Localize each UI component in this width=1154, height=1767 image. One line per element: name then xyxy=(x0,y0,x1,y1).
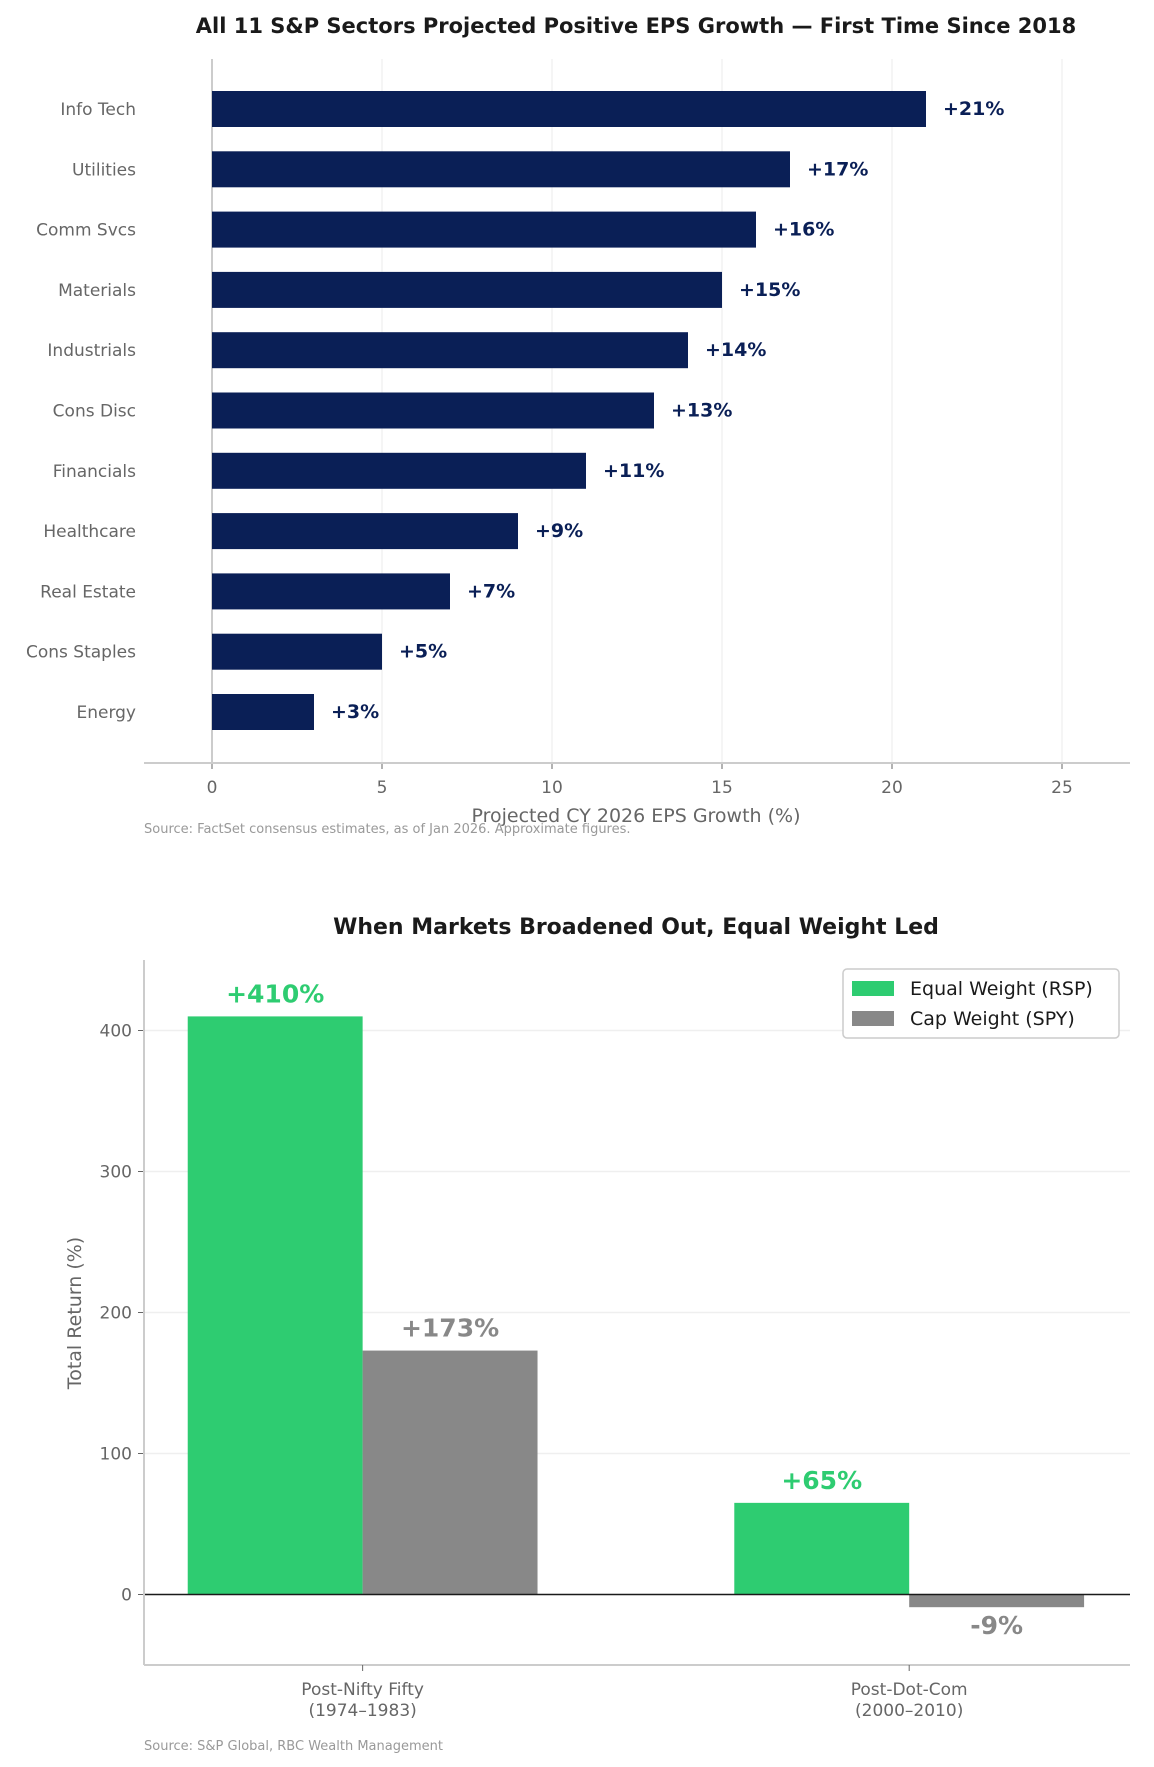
data-label: +410% xyxy=(226,979,324,1008)
y-tick-label: Materials xyxy=(58,281,136,301)
chart1-xlabel: Projected CY 2026 EPS Growth (%) xyxy=(471,805,800,827)
data-label: +65% xyxy=(781,1466,862,1495)
x-tick-label: 15 xyxy=(711,778,733,798)
bar xyxy=(212,573,450,610)
data-label: +5% xyxy=(399,641,447,663)
data-label: +3% xyxy=(331,701,379,723)
y-tick-label: Financials xyxy=(53,462,136,482)
legend-swatch xyxy=(852,1011,894,1026)
chart2-ylabel: Total Return (%) xyxy=(64,1237,86,1390)
y-tick-label: Industrials xyxy=(47,341,136,361)
y-tick-label: 400 xyxy=(100,1022,132,1042)
x-tick-label: (1974–1983) xyxy=(308,1701,416,1721)
x-tick-label: 20 xyxy=(881,778,903,798)
x-tick-label: 10 xyxy=(541,778,563,798)
data-label: +14% xyxy=(705,339,766,361)
data-label: +11% xyxy=(603,460,664,482)
bar xyxy=(212,392,654,429)
bar xyxy=(212,271,722,308)
data-label: +9% xyxy=(535,520,583,542)
chart1-source: Source: FactSet consensus estimates, as … xyxy=(144,822,631,837)
y-tick-label: Healthcare xyxy=(43,522,136,542)
legend-label: Cap Weight (SPY) xyxy=(910,1008,1075,1030)
bar xyxy=(212,91,926,127)
bar-cap-weight xyxy=(909,1594,1085,1608)
data-label: +21% xyxy=(943,98,1004,120)
chart2-source: Source: S&P Global, RBC Wealth Managemen… xyxy=(144,1739,443,1754)
y-tick-label: 0 xyxy=(121,1586,132,1606)
bar-equal-weight xyxy=(187,1016,363,1595)
y-tick-label: Energy xyxy=(76,703,136,723)
bar-equal-weight xyxy=(734,1502,910,1595)
y-tick-label: 200 xyxy=(100,1304,132,1324)
y-tick-label: 100 xyxy=(100,1445,132,1465)
bar xyxy=(212,452,586,489)
x-tick-label: 25 xyxy=(1051,778,1073,798)
x-tick-label: Post-Dot-Com xyxy=(851,1680,968,1700)
chart1-title: All 11 S&P Sectors Projected Positive EP… xyxy=(196,14,1076,38)
bar xyxy=(212,211,756,248)
bar-cap-weight xyxy=(362,1350,538,1595)
y-tick-label: Cons Disc xyxy=(53,402,136,422)
legend-swatch xyxy=(852,981,894,996)
data-label: +173% xyxy=(401,1314,499,1343)
data-label: -9% xyxy=(970,1611,1023,1640)
data-label: +15% xyxy=(739,279,800,301)
data-label: +17% xyxy=(807,158,868,180)
bar xyxy=(212,151,790,188)
legend-box xyxy=(842,968,1120,1039)
y-tick-label: Info Tech xyxy=(60,100,136,120)
y-tick-label: Comm Svcs xyxy=(36,221,136,241)
bar xyxy=(212,633,382,670)
x-tick-label: 5 xyxy=(377,778,388,798)
y-tick-label: Real Estate xyxy=(40,582,136,602)
x-tick-label: (2000–2010) xyxy=(855,1701,963,1721)
bar xyxy=(212,694,314,730)
bar xyxy=(212,332,688,369)
bar xyxy=(212,513,518,550)
x-tick-label: Post-Nifty Fifty xyxy=(301,1680,424,1700)
y-tick-label: 300 xyxy=(100,1163,132,1183)
y-tick-label: Utilities xyxy=(72,160,136,180)
y-tick-label: Cons Staples xyxy=(26,643,136,663)
x-tick-label: 0 xyxy=(207,778,218,798)
chart2-title: When Markets Broadened Out, Equal Weight… xyxy=(333,915,939,940)
legend: Equal Weight (RSP) Cap Weight (SPY) xyxy=(842,968,1120,1039)
legend-label: Equal Weight (RSP) xyxy=(910,978,1093,1000)
data-label: +16% xyxy=(773,219,834,241)
data-label: +13% xyxy=(671,400,732,422)
data-label: +7% xyxy=(467,580,515,602)
